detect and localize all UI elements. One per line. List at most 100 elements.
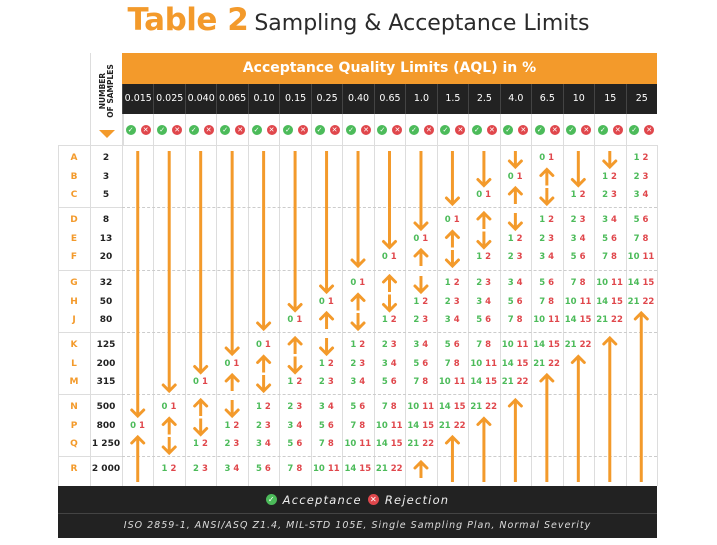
- reject-number: 4: [579, 233, 586, 244]
- column-divider: [562, 145, 564, 486]
- accept-number: 10: [344, 439, 357, 449]
- column-divider: [310, 145, 312, 486]
- accept-number: 5: [318, 420, 325, 431]
- accept-number: 2: [350, 358, 357, 369]
- reject-number: 4: [390, 358, 397, 369]
- accept-number: 3: [224, 464, 231, 474]
- arrow-up-icon: [539, 372, 555, 482]
- accept-number: 5: [413, 358, 420, 369]
- aql-header-band: Acceptance Quality Limits (AQL) in %: [122, 53, 657, 84]
- arrow-down-icon: [382, 294, 397, 313]
- ac-re-cell: 10 11: [342, 439, 373, 449]
- accept-reject-icons: ✓ ✕: [436, 114, 468, 145]
- code-letter: G: [70, 278, 78, 288]
- reject-number: 8: [453, 358, 460, 369]
- arrow-down-icon: [193, 151, 209, 375]
- reject-number: 2: [390, 315, 397, 325]
- sample-size: 50: [99, 296, 113, 307]
- arrow-down-icon: [224, 151, 240, 357]
- accept-number: 2: [413, 315, 420, 325]
- reject-number: 3: [264, 420, 271, 431]
- arrow-up-icon: [193, 397, 209, 416]
- reject-number: 15: [485, 377, 498, 387]
- aql-header-0.040: 0.040: [184, 84, 216, 114]
- ac-re-cell: 14 15: [531, 340, 562, 350]
- code-letter: P: [70, 420, 78, 431]
- accept-number: 0: [224, 358, 231, 369]
- reject-number: 22: [642, 296, 655, 307]
- reject-number: 1: [390, 252, 397, 262]
- accept-reject-icons: ✓ ✕: [247, 114, 279, 145]
- accept-number: 21: [501, 377, 514, 387]
- reject-number: 11: [579, 296, 592, 307]
- accept-number: 1: [287, 377, 294, 387]
- accept-number: 0: [539, 153, 546, 163]
- arrow-down-icon: [382, 151, 397, 250]
- accept-number: 5: [350, 402, 357, 412]
- reject-number: 6: [296, 439, 303, 449]
- arrow-down-icon: [602, 151, 618, 170]
- accept-number: 14: [438, 402, 451, 412]
- reject-number: 3: [233, 439, 240, 449]
- accept-number: 1: [570, 190, 577, 200]
- accept-number: 14: [627, 278, 640, 288]
- code-letter: E: [70, 233, 78, 244]
- accept-number: 10: [470, 358, 483, 369]
- column-divider: [468, 145, 470, 486]
- reject-number: 22: [390, 464, 403, 474]
- x-circle-icon: ✕: [612, 124, 623, 135]
- sample-size: 80: [99, 315, 113, 325]
- arrow-up-icon: [539, 167, 555, 186]
- accept-number: 21: [407, 439, 420, 449]
- reject-number: 15: [548, 340, 560, 350]
- accept-number: 5: [539, 278, 546, 288]
- accept-reject-icons: ✓ ✕: [594, 114, 625, 145]
- reject-number: 11: [390, 420, 403, 431]
- ac-re-cell: 10 11: [468, 359, 499, 369]
- aql-header-25: 25: [625, 84, 657, 114]
- ac-re-cell: 14 15: [374, 439, 405, 449]
- check-circle-icon: ✓: [220, 124, 231, 135]
- accept-number: 7: [570, 278, 577, 288]
- accept-reject-icons: ✓ ✕: [373, 114, 405, 145]
- arrow-down-icon: [161, 437, 177, 456]
- reject-number: 8: [548, 296, 555, 307]
- accept-number: 0: [318, 296, 325, 307]
- reject-number: 2: [548, 215, 555, 225]
- reject-number: 3: [453, 296, 460, 307]
- reject-number: 6: [579, 252, 586, 262]
- sample-size: 125: [96, 340, 116, 350]
- x-circle-icon: ✕: [644, 124, 655, 135]
- arrow-up-icon: [287, 335, 303, 354]
- accept-number: 10: [438, 377, 451, 387]
- accept-number: 10: [407, 402, 420, 412]
- code-letter: J: [72, 315, 76, 325]
- reject-number: 3: [359, 358, 366, 369]
- arrow-down-icon: [413, 151, 429, 232]
- column-divider: [122, 145, 123, 486]
- reject-number: 6: [485, 315, 492, 325]
- ac-re-cell: 14 15: [437, 402, 468, 412]
- reject-number: 11: [422, 402, 435, 412]
- reject-number: 11: [611, 278, 623, 288]
- reject-number: 1: [453, 215, 460, 225]
- table-number: Table 2: [127, 2, 249, 38]
